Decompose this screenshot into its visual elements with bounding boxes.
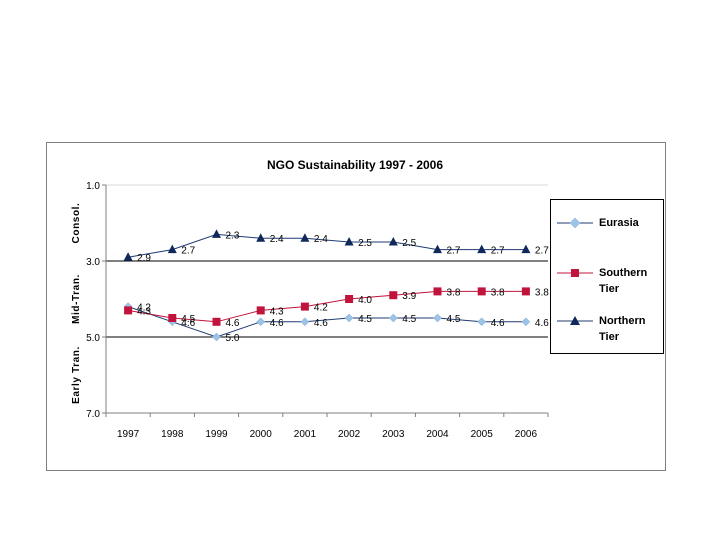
point-southern-tier: [212, 317, 221, 326]
y-band-label: Early Tran.: [71, 346, 82, 404]
data-label-eurasia: 4.6: [535, 318, 549, 329]
data-label-northern-tier: 2.4: [314, 234, 328, 245]
data-label-eurasia: 4.6: [270, 318, 284, 329]
x-tick-label: 2001: [294, 429, 317, 440]
point-southern-tier: [345, 295, 354, 303]
chart-title: NGO Sustainability 1997 - 2006: [267, 158, 443, 172]
series-line-southern-tier: [128, 290, 526, 323]
point-northern-tier: [123, 252, 133, 261]
point-southern-tier: [521, 287, 530, 296]
point-southern-tier: [389, 291, 398, 300]
data-label-eurasia: 4.5: [402, 314, 416, 325]
legend-item-northern-tier: Northern Tier: [551, 313, 663, 353]
data-label-southern-tier: 4.5: [181, 314, 195, 325]
x-tick-label: 1999: [205, 429, 228, 440]
data-label-southern-tier: 3.8: [535, 287, 549, 298]
x-tick-label: 2005: [471, 429, 494, 440]
point-northern-tier: [167, 244, 177, 254]
point-eurasia: [212, 332, 221, 342]
legend-label-eurasia: Eurasia: [599, 217, 639, 229]
data-label-eurasia: 4.5: [447, 314, 461, 325]
point-eurasia: [388, 313, 398, 323]
chart-canvas: NGO Sustainability 1997 - 2006 1.0 3.0 5.0…: [71, 158, 549, 440]
data-label-northern-tier: 2.7: [447, 246, 461, 257]
point-northern-tier: [433, 244, 442, 254]
x-tick-label: 2006: [515, 429, 538, 440]
legend-item-eurasia: Eurasia: [551, 215, 663, 255]
data-label-southern-tier: 3.8: [447, 287, 461, 298]
point-eurasia: [256, 317, 266, 327]
y-tick-label: 5.0: [86, 333, 100, 344]
chart-legend: Eurasia Southern Tier Northern Tier: [550, 199, 664, 354]
data-label-eurasia: 4.6: [491, 318, 505, 329]
point-southern-tier: [300, 302, 309, 311]
point-eurasia: [433, 313, 442, 323]
point-northern-tier: [521, 244, 531, 254]
x-tick-label: 2000: [250, 429, 273, 440]
chart-frame: NGO Sustainability 1997 - 2006 1.0 3.0 5.0…: [46, 142, 666, 471]
legend-label-northern-tier: Northern Tier: [599, 315, 646, 343]
legend-item-southern-tier: Southern Tier: [551, 265, 663, 305]
legend-label-southern-tier: Southern Tier: [599, 267, 648, 295]
data-label-southern-tier: 3.8: [491, 287, 505, 298]
data-label-northern-tier: 2.5: [358, 238, 372, 249]
data-label-northern-tier: 2.7: [181, 246, 195, 257]
x-tick-label: 2004: [426, 429, 449, 440]
point-southern-tier: [477, 287, 486, 296]
data-label-eurasia: 4.6: [314, 318, 328, 329]
x-tick-label: 1998: [161, 429, 184, 440]
x-tick-label: 1997: [117, 429, 140, 440]
data-label-eurasia: 4.5: [358, 314, 372, 325]
y-band-label: Consol.: [71, 203, 82, 244]
point-northern-tier: [388, 237, 398, 246]
data-label-northern-tier: 2.3: [226, 230, 240, 241]
point-northern-tier: [212, 229, 221, 238]
point-northern-tier: [300, 233, 310, 242]
data-label-southern-tier: 3.9: [402, 291, 416, 302]
data-label-northern-tier: 2.7: [491, 246, 505, 257]
point-eurasia: [521, 317, 531, 327]
series-line-eurasia: [127, 306, 526, 338]
data-label-eurasia: 4.6: [181, 318, 195, 329]
data-label-northern-tier: 2.4: [270, 234, 284, 245]
point-eurasia: [344, 313, 354, 323]
data-label-southern-tier: 4.2: [314, 303, 328, 314]
point-northern-tier: [477, 244, 487, 254]
point-southern-tier: [256, 306, 265, 315]
data-label-southern-tier: 4.3: [270, 306, 284, 317]
point-northern-tier: [256, 233, 266, 242]
x-tick-label: 2003: [382, 429, 405, 440]
point-eurasia: [300, 317, 310, 327]
legend-marker-eurasia: [557, 217, 593, 229]
data-label-eurasia: 4.2: [137, 303, 151, 314]
y-band-label: Mid-Tran.: [71, 274, 82, 324]
legend-marker-northern-tier: [557, 316, 593, 325]
data-label-northern-tier: 2.9: [137, 253, 151, 264]
y-tick-label: 1.0: [86, 181, 100, 192]
point-southern-tier: [433, 287, 442, 296]
point-southern-tier: [168, 314, 177, 322]
data-label-eurasia: 5.0: [226, 333, 240, 344]
y-tick-label: 3.0: [86, 257, 100, 268]
data-label-northern-tier: 2.5: [402, 238, 416, 249]
legend-marker-southern-tier: [557, 269, 593, 277]
data-label-southern-tier: 4.3: [137, 306, 151, 317]
data-label-southern-tier: 4.0: [358, 295, 372, 306]
point-northern-tier: [344, 237, 354, 246]
data-label-northern-tier: 2.7: [535, 246, 549, 257]
point-eurasia: [477, 317, 487, 327]
point-southern-tier: [124, 306, 133, 315]
data-label-southern-tier: 4.6: [226, 318, 240, 329]
y-tick-label: 7.0: [86, 409, 100, 420]
x-tick-label: 2002: [338, 429, 361, 440]
series-line-northern-tier: [128, 233, 526, 258]
